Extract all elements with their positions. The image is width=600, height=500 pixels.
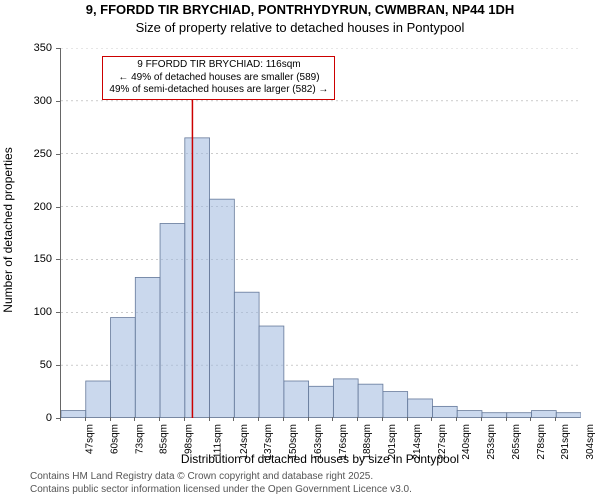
x-tick-mark <box>481 417 482 421</box>
x-tick-mark <box>382 417 383 421</box>
annotation-box: 9 FFORDD TIR BRYCHIAD: 116sqm← 49% of de… <box>102 56 335 100</box>
x-tick-mark <box>134 417 135 421</box>
histogram-bar <box>358 384 383 418</box>
x-tick-mark <box>258 417 259 421</box>
histogram-bar <box>210 199 235 418</box>
x-tick-mark <box>85 417 86 421</box>
x-tick-mark <box>209 417 210 421</box>
y-tick-label: 100 <box>34 306 52 318</box>
x-tick-mark <box>530 417 531 421</box>
y-ticks: 050100150200250300350 <box>0 48 56 418</box>
x-tick-mark <box>407 417 408 421</box>
x-tick-label: 85sqm <box>159 424 170 454</box>
x-tick-mark <box>308 417 309 421</box>
plot-svg <box>61 48 581 418</box>
x-tick-mark <box>555 417 556 421</box>
histogram-bar <box>309 386 334 418</box>
histogram-bar <box>457 411 482 418</box>
histogram-bar <box>432 406 457 418</box>
footer-line-1: Contains HM Land Registry data © Crown c… <box>30 471 590 482</box>
histogram-bar <box>259 326 284 418</box>
x-tick-mark <box>357 417 358 421</box>
x-tick-label: 73sqm <box>134 424 145 454</box>
x-tick-mark <box>506 417 507 421</box>
y-tick-label: 50 <box>40 359 52 371</box>
x-tick-mark <box>456 417 457 421</box>
annotation-line: ← 49% of detached houses are smaller (58… <box>109 72 328 85</box>
x-tick-label: 98sqm <box>184 424 195 454</box>
histogram-bar <box>61 411 86 418</box>
x-tick-label: 304sqm <box>585 424 596 460</box>
annotation-line: 49% of semi-detached houses are larger (… <box>109 84 328 97</box>
footer-line-2: Contains public sector information licen… <box>30 484 590 495</box>
x-tick-mark <box>283 417 284 421</box>
histogram-bar <box>86 381 111 418</box>
histogram-bar <box>531 411 556 418</box>
histogram-bar <box>284 381 309 418</box>
y-tick-label: 350 <box>34 42 52 54</box>
y-tick-label: 200 <box>34 201 52 213</box>
x-tick-mark <box>431 417 432 421</box>
annotation-line: 9 FFORDD TIR BRYCHIAD: 116sqm <box>109 59 328 72</box>
histogram-bar <box>111 318 136 418</box>
histogram-bar <box>408 399 433 418</box>
x-tick-label: 47sqm <box>85 424 96 454</box>
bars <box>61 138 581 418</box>
x-tick-label: 60sqm <box>109 424 120 454</box>
x-tick-mark <box>233 417 234 421</box>
x-axis-label: Distribution of detached houses by size … <box>60 452 580 466</box>
y-tick-label: 0 <box>46 412 52 424</box>
plot-area: 9 FFORDD TIR BRYCHIAD: 116sqm← 49% of de… <box>60 48 580 418</box>
histogram-bar <box>383 392 408 418</box>
y-tick-label: 300 <box>34 95 52 107</box>
x-tick-mark <box>332 417 333 421</box>
chart-container: { "title": { "line1": "9, FFORDD TIR BRY… <box>0 0 600 500</box>
chart-subtitle: Size of property relative to detached ho… <box>0 20 600 35</box>
x-tick-mark <box>60 417 61 421</box>
histogram-bar <box>333 379 358 418</box>
histogram-bar <box>160 223 185 418</box>
chart-title: 9, FFORDD TIR BRYCHIAD, PONTRHYDYRUN, CW… <box>0 2 600 17</box>
x-tick-mark <box>159 417 160 421</box>
x-tick-mark <box>110 417 111 421</box>
histogram-bar <box>234 292 259 418</box>
x-tick-mark <box>184 417 185 421</box>
histogram-bar <box>135 277 160 418</box>
y-tick-label: 150 <box>34 253 52 265</box>
y-tick-label: 250 <box>34 148 52 160</box>
histogram-bar <box>185 138 210 418</box>
